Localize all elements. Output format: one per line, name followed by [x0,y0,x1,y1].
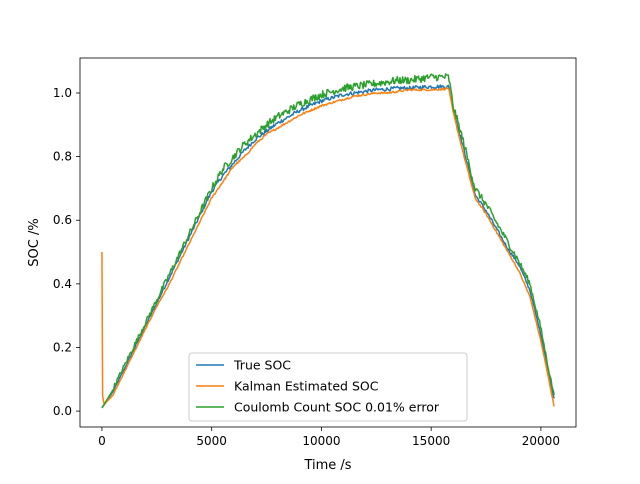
series-line-2 [101,87,555,407]
x-axis-label: Time /s [303,458,351,473]
x-axis-ticks: 0 5000 10000 15000 20000 [98,427,560,448]
x-tick-label: 5000 [196,434,227,448]
y-tick-label: 0.6 [53,213,72,227]
legend: True SOC Kalman Estimated SOC Coulomb Coun… [188,352,468,422]
y-tick-label: 0.0 [53,404,72,418]
x-tick-label: 10000 [302,434,340,448]
legend-box [188,352,468,422]
legend-label: Coulomb Count SOC 0.01% error [234,400,440,415]
series-layer [101,73,555,409]
y-axis-ticks: 0.0 0.2 0.4 0.6 0.8 1.0 [53,86,80,418]
y-tick-label: 0.4 [53,277,72,291]
x-tick-label: 20000 [522,434,560,448]
legend-items: True SOC Kalman Estimated SOC Coulomb Coun… [196,358,440,415]
plot-frame [79,57,577,428]
x-tick-label: 15000 [412,434,450,448]
y-tick-label: 0.8 [53,150,72,164]
legend-label: True SOC [233,358,291,373]
series-line-3 [101,73,555,409]
y-tick-label: 1.0 [53,86,72,100]
x-tick-label: 0 [98,434,106,448]
y-axis-label: SOC /% [27,218,42,266]
y-tick-label: 0.2 [53,340,72,354]
legend-label: Kalman Estimated SOC [234,379,379,394]
